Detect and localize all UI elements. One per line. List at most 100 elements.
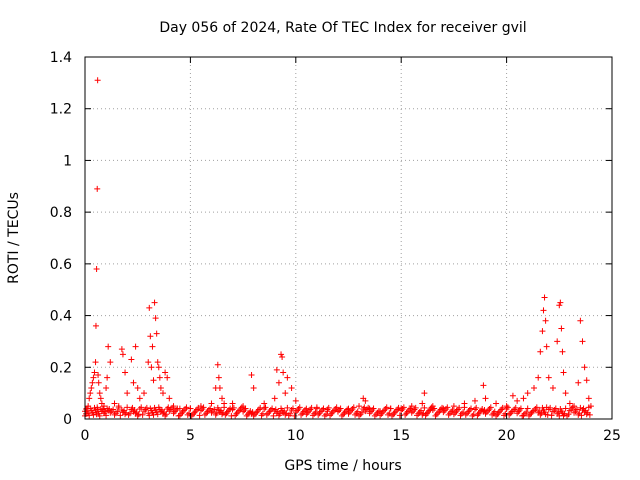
- data-point: [276, 410, 283, 417]
- data-point: [487, 404, 494, 411]
- data-point: [183, 404, 190, 411]
- data-point: [273, 366, 280, 373]
- data-point: [96, 390, 103, 397]
- data-point: [398, 405, 405, 412]
- data-point: [291, 412, 298, 419]
- data-point: [86, 412, 93, 419]
- data-point: [211, 406, 218, 413]
- data-point: [421, 404, 428, 411]
- data-point: [473, 404, 480, 411]
- data-point: [345, 405, 352, 412]
- data-point: [153, 330, 160, 337]
- data-point: [250, 384, 257, 391]
- data-point: [92, 359, 99, 366]
- data-point: [141, 390, 148, 397]
- y-tick-label: 0.4: [50, 309, 72, 325]
- data-point: [124, 390, 131, 397]
- data-point: [537, 348, 544, 355]
- data-point: [366, 405, 373, 412]
- x-axis-label: GPS time / hours: [284, 458, 401, 474]
- data-point: [520, 395, 527, 402]
- data-point: [279, 353, 286, 360]
- x-tick-label: 20: [498, 428, 516, 444]
- data-point: [104, 374, 111, 381]
- data-point: [444, 404, 451, 411]
- data-point: [114, 408, 121, 415]
- data-point: [569, 404, 576, 411]
- data-point: [154, 359, 161, 366]
- data-point: [145, 359, 152, 366]
- y-tick-label: 0.2: [50, 360, 72, 376]
- data-point: [579, 338, 586, 345]
- data-point: [396, 412, 403, 419]
- data-point: [150, 411, 157, 418]
- data-point: [94, 185, 101, 192]
- data-point: [337, 405, 344, 412]
- data-point: [115, 403, 122, 410]
- data-point: [166, 395, 173, 402]
- data-point: [156, 374, 163, 381]
- data-point: [230, 404, 237, 411]
- data-point: [356, 403, 363, 410]
- data-point: [470, 411, 477, 418]
- x-tick-label: 25: [603, 428, 621, 444]
- data-point: [132, 343, 139, 350]
- data-point: [85, 403, 92, 410]
- data-point: [88, 384, 95, 391]
- data-point: [313, 405, 320, 412]
- y-tick-label: 1.4: [50, 50, 72, 66]
- data-point: [287, 410, 294, 417]
- x-tick-labels: 0 5 10 15 20 25: [81, 428, 621, 444]
- data-point: [555, 409, 562, 416]
- data-point: [456, 404, 463, 411]
- data-point: [83, 410, 90, 417]
- data-point: [96, 412, 103, 419]
- data-point: [207, 405, 214, 412]
- data-point: [562, 405, 569, 412]
- data-point: [428, 404, 435, 411]
- y-tick-label: 0: [63, 412, 72, 428]
- data-point: [280, 369, 287, 376]
- data-point: [323, 411, 330, 418]
- data-point: [100, 403, 107, 410]
- data-point: [213, 410, 220, 417]
- data-point: [248, 372, 255, 379]
- y-tick-label: 1.2: [50, 102, 72, 118]
- data-point: [147, 333, 154, 340]
- data-point: [275, 379, 282, 386]
- data-point: [558, 325, 565, 332]
- data-point: [320, 405, 327, 412]
- data-point: [502, 410, 509, 417]
- data-point: [556, 302, 563, 309]
- data-point: [97, 395, 104, 402]
- data-point: [105, 343, 112, 350]
- data-point: [146, 412, 153, 419]
- data-point: [284, 374, 291, 381]
- x-tick-label: 5: [186, 428, 195, 444]
- data-point: [154, 411, 161, 418]
- data-point: [110, 406, 117, 413]
- data-point: [541, 294, 548, 301]
- data-point: [136, 395, 143, 402]
- data-point: [542, 317, 549, 324]
- data-point: [103, 384, 110, 391]
- data-point: [135, 411, 142, 418]
- data-point: [480, 382, 487, 389]
- data-point: [503, 403, 510, 410]
- data-point: [533, 404, 540, 411]
- data-point: [577, 317, 584, 324]
- data-point: [103, 412, 110, 419]
- data-point: [111, 400, 118, 407]
- data-points: [82, 77, 594, 419]
- data-point: [197, 403, 204, 410]
- data-point: [155, 364, 162, 371]
- data-point: [289, 405, 296, 412]
- data-point: [324, 408, 331, 415]
- data-point: [91, 369, 98, 376]
- data-point: [151, 299, 158, 306]
- data-point: [504, 404, 511, 411]
- data-point: [586, 411, 593, 418]
- data-point: [196, 412, 203, 419]
- data-point: [118, 346, 125, 353]
- chart-title: Day 056 of 2024, Rate Of TEC Index for r…: [159, 20, 526, 36]
